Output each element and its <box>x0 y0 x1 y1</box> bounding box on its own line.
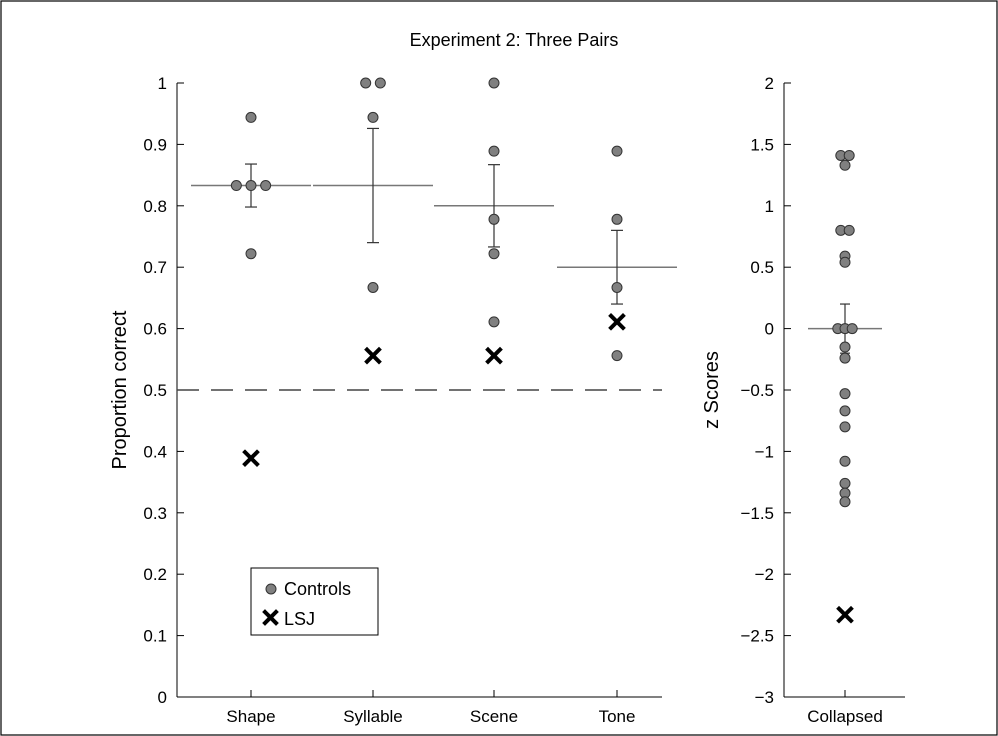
category-label-syllable: Syllable <box>343 707 403 726</box>
left-category-labels: Shape Syllable Scene Tone <box>226 690 635 726</box>
legend-controls-label: Controls <box>284 579 351 599</box>
left-y-tick-label: 0.3 <box>143 504 167 523</box>
control-point <box>245 111 257 123</box>
right-y-tick-label: 2 <box>765 74 774 93</box>
control-point <box>611 145 623 157</box>
accuracy-panel: Proportion correct 0 0.1 0.2 0.3 0.4 0.5 0.6 0.… <box>109 74 677 726</box>
right-y-tick-label: 0.5 <box>750 258 774 277</box>
control-point <box>839 352 851 364</box>
right-lsj-points <box>836 605 854 624</box>
right-y-tick-label: −2 <box>755 565 774 584</box>
control-point <box>367 111 379 123</box>
control-point <box>839 477 851 489</box>
left-y-ticks: 0 0.1 0.2 0.3 0.4 0.5 0.6 0.7 0.8 0.9 1 <box>143 74 184 707</box>
control-point <box>839 256 851 268</box>
legend-box <box>250 567 379 636</box>
lsj-point <box>242 449 260 467</box>
control-point <box>839 421 851 433</box>
left-y-tick-label: 0.2 <box>143 565 167 584</box>
left-y-tick-label: 0.9 <box>143 135 167 154</box>
legend-controls-marker <box>265 583 277 595</box>
control-point <box>374 77 386 89</box>
lsj-point <box>836 605 854 624</box>
right-category-labels: Collapsed <box>807 690 883 726</box>
control-point <box>230 180 242 192</box>
right-y-tick-label: 1.5 <box>750 135 774 154</box>
control-point <box>245 180 257 192</box>
legend-lsj-label: LSJ <box>284 609 315 629</box>
right-y-tick-label: 1 <box>765 197 774 216</box>
control-point <box>839 405 851 417</box>
right-y-axis-label: z Scores <box>701 351 723 429</box>
control-point <box>367 281 379 293</box>
category-label-scene: Scene <box>470 707 518 726</box>
right-y-tick-label: −2.5 <box>740 627 774 646</box>
left-y-tick-label: 0 <box>158 688 167 707</box>
category-label-collapsed: Collapsed <box>807 707 883 726</box>
control-point <box>260 180 272 192</box>
control-point <box>611 213 623 225</box>
left-y-tick-label: 0.6 <box>143 320 167 339</box>
legend-lsj-marker <box>262 609 279 626</box>
control-point <box>488 213 500 225</box>
control-point <box>360 77 372 89</box>
control-point <box>611 350 623 362</box>
control-point <box>839 159 851 171</box>
left-y-tick-label: 0.4 <box>143 442 167 461</box>
control-point <box>245 248 257 260</box>
control-point <box>488 145 500 157</box>
control-point <box>839 455 851 467</box>
left-y-tick-label: 0.8 <box>143 197 167 216</box>
control-point <box>839 388 851 400</box>
control-point <box>846 323 858 335</box>
right-y-ticks: −3 −2.5 −2 −1.5 −1 −0.5 0 0.5 1 1.5 2 <box>740 74 791 707</box>
right-y-tick-label: 0 <box>765 320 774 339</box>
left-y-tick-label: 0.1 <box>143 627 167 646</box>
left-lsj-points <box>242 313 626 467</box>
right-y-tick-label: −1 <box>755 442 774 461</box>
control-point <box>488 248 500 260</box>
left-mean-markers <box>191 127 677 305</box>
left-control-points <box>230 77 623 362</box>
right-y-tick-label: −3 <box>755 688 774 707</box>
left-y-axis-label: Proportion correct <box>109 310 131 469</box>
control-point <box>488 316 500 328</box>
category-label-shape: Shape <box>226 707 275 726</box>
control-point <box>611 281 623 293</box>
control-point <box>488 77 500 89</box>
left-y-tick-label: 0.5 <box>143 381 167 400</box>
category-label-tone: Tone <box>599 707 636 726</box>
left-y-tick-label: 1 <box>158 74 167 93</box>
lsj-point <box>485 346 503 365</box>
chart-title: Experiment 2: Three Pairs <box>410 30 619 50</box>
control-point <box>843 149 855 161</box>
zscore-panel: z Scores −3 −2.5 −2 −1.5 −1 −0.5 0 0.5 1 1.5 2 Col… <box>701 74 905 726</box>
lsj-point <box>364 346 382 365</box>
left-y-tick-label: 0.7 <box>143 258 167 277</box>
control-point <box>839 341 851 353</box>
legend: Controls LSJ <box>250 567 379 636</box>
right-control-points <box>832 149 858 508</box>
right-y-tick-label: −1.5 <box>740 504 774 523</box>
control-point <box>839 496 851 508</box>
right-y-tick-label: −0.5 <box>740 381 774 400</box>
lsj-point <box>608 313 626 331</box>
control-point <box>843 224 855 236</box>
